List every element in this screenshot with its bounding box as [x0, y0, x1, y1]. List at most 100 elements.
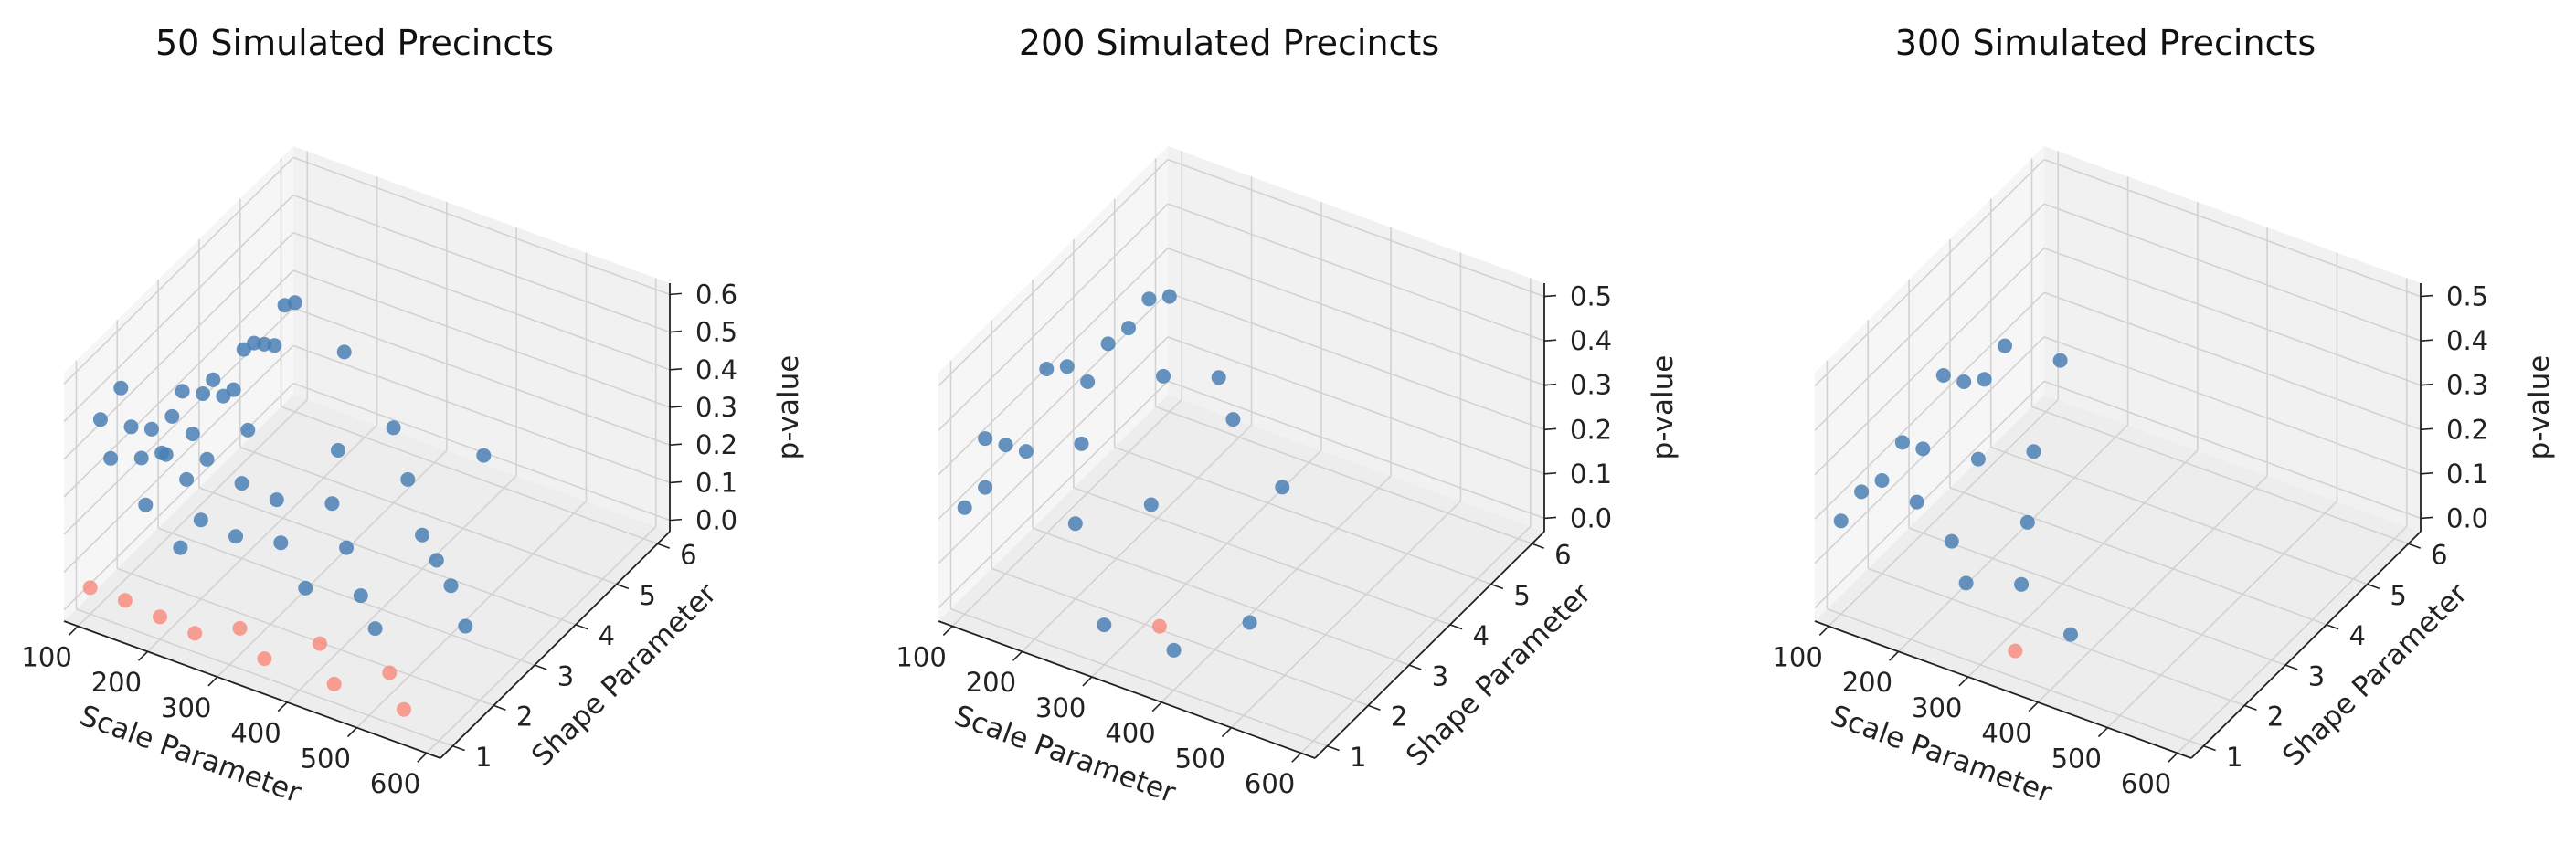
data-point: [1018, 444, 1034, 459]
data-point: [353, 588, 368, 604]
data-point: [123, 419, 139, 435]
grid-floor-y: [281, 406, 658, 545]
data-point: [153, 609, 167, 625]
z-tick: [1543, 294, 1557, 298]
x-tick-label: 200: [966, 667, 1016, 698]
y-tick: [2243, 704, 2257, 711]
data-point: [339, 540, 355, 555]
data-point: [458, 618, 473, 634]
data-point: [367, 621, 383, 637]
z-tick-label: 0.5: [1570, 281, 1612, 312]
grid-floor-y: [1908, 527, 2286, 666]
data-point: [113, 380, 129, 396]
x-tick: [1818, 625, 1829, 636]
grid-right-z: [2043, 336, 2422, 475]
x-axis-line: [63, 620, 441, 759]
x-tick-label: 400: [1981, 718, 2031, 749]
data-point: [273, 535, 289, 551]
x-tick: [1958, 676, 1969, 687]
z-tick-label: 0.1: [695, 467, 737, 498]
x-tick: [138, 650, 149, 661]
y-axis-line: [440, 531, 671, 759]
y-tick-label: 4: [2349, 620, 2366, 651]
x-tick: [1082, 676, 1093, 687]
data-point: [92, 412, 108, 427]
grid-left-z: [1814, 159, 2045, 387]
grid-floor-y: [157, 527, 535, 666]
data-point: [1998, 338, 2012, 353]
z-tick: [669, 367, 683, 371]
x-axis-line: [1814, 620, 2192, 759]
grid-left-z: [1814, 248, 2045, 476]
x-tick-label: 200: [1842, 667, 1892, 698]
z-tick: [1543, 427, 1557, 431]
z-tick-label: 0.5: [695, 317, 737, 348]
x-tick-label: 400: [230, 718, 281, 749]
data-points: [1833, 338, 2078, 659]
grid-floor-y: [1990, 446, 2369, 585]
gridlines: [1814, 151, 2422, 754]
y-tick: [452, 744, 465, 752]
grid-right-z: [2043, 203, 2422, 342]
grid-floor-y: [1114, 446, 1492, 585]
data-point: [1894, 435, 1910, 450]
z-tick: [669, 292, 683, 296]
z-tick: [1543, 339, 1557, 342]
data-point: [1141, 291, 1157, 307]
y-tick-label: 5: [2390, 580, 2406, 611]
y-tick: [1327, 744, 1340, 752]
grid-floor-y: [2031, 406, 2409, 545]
x-tick-label: 100: [896, 641, 946, 672]
grid-floor-y: [1155, 406, 1532, 545]
z-axis-label: p-value: [1647, 355, 1680, 460]
z-tick-label: 0.1: [2446, 459, 2488, 490]
grid-right-z: [1167, 203, 1545, 342]
data-point: [232, 620, 248, 636]
data-point: [429, 553, 444, 568]
y-tick-label: 3: [1432, 660, 1448, 691]
data-point: [1970, 451, 1986, 467]
data-point: [236, 342, 251, 357]
data-point: [240, 422, 256, 438]
data-point: [957, 500, 972, 515]
left-wall-pane: [1815, 146, 2044, 621]
z-tick: [669, 443, 683, 447]
data-point: [1156, 368, 1171, 384]
grid-floor-y: [1827, 607, 2204, 747]
z-tick-label: 0.4: [695, 354, 737, 385]
data-points: [957, 289, 1290, 658]
x-tick: [2168, 752, 2178, 763]
z-tick-label: 0.3: [1570, 370, 1612, 401]
data-point: [2052, 353, 2068, 368]
x-tick: [1221, 727, 1233, 738]
y-tick-label: 1: [1350, 742, 1366, 773]
data-point: [476, 448, 492, 463]
data-point: [1080, 374, 1096, 389]
data-point: [1151, 618, 1167, 634]
y-tick: [575, 624, 588, 630]
grid-floor-y: [116, 567, 494, 707]
z-tick-label: 0.4: [1570, 325, 1612, 356]
x-tick-label: 600: [370, 768, 420, 799]
y-tick-label: 4: [599, 620, 615, 651]
chart-title: 50 Simulated Precincts: [155, 23, 554, 63]
floor-pane: [64, 395, 670, 758]
y-tick: [534, 664, 547, 670]
gridlines: [938, 151, 1545, 754]
grid-floor-y: [950, 607, 1328, 747]
data-point: [173, 540, 188, 555]
x-tick-label: 200: [91, 667, 142, 698]
data-point: [1956, 374, 1972, 389]
y-tick-label: 3: [557, 660, 574, 691]
grid-floor-x: [951, 398, 1182, 628]
data-point: [164, 408, 180, 424]
grid-floor-x: [2037, 475, 2268, 703]
data-point: [324, 496, 340, 512]
data-point: [1915, 441, 1931, 457]
z-tick: [669, 480, 683, 484]
data-point: [216, 388, 231, 404]
y-tick: [2367, 583, 2380, 590]
z-tick: [1543, 472, 1557, 475]
data-point: [2019, 514, 2035, 530]
